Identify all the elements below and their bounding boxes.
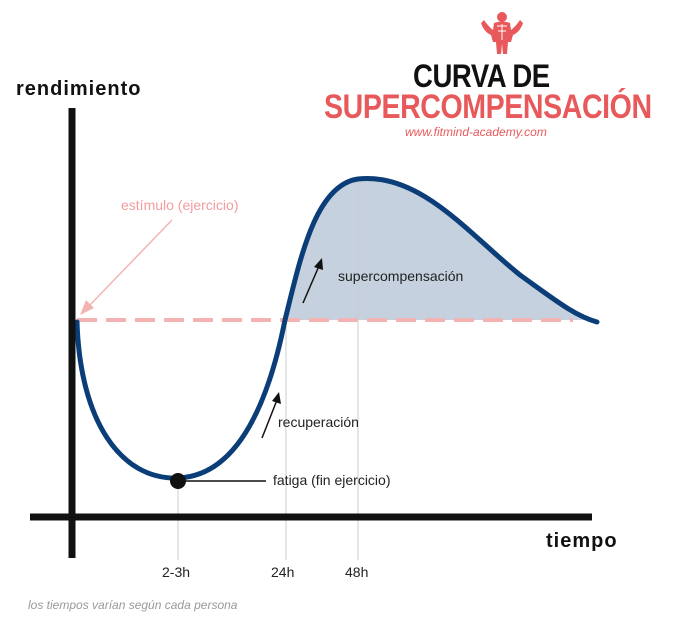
- x-tick-label: 48h: [345, 564, 369, 580]
- website-label: www.fitmind-academy.com: [405, 125, 547, 139]
- supercompensation-arrow: [302, 265, 320, 304]
- title-line-1: CURVA DE: [413, 58, 550, 94]
- performance-curve: [74, 176, 600, 481]
- supercompensation-arrowhead: [314, 258, 323, 270]
- supercompensation-area: [285, 178, 597, 322]
- bodybuilder-logo-icon: [481, 12, 523, 54]
- footnote: los tiempos varían según cada persona: [28, 598, 238, 612]
- stimulus-arrow: [87, 219, 173, 308]
- stimulus-arrowhead: [80, 300, 94, 315]
- stimulus-label: estímulo (ejercicio): [121, 197, 239, 213]
- recovery-label: recuperación: [278, 414, 359, 430]
- x-tick-label: 24h: [271, 564, 295, 580]
- fatigue-label: fatiga (fin ejercicio): [273, 472, 391, 488]
- y-axis-label: rendimiento: [16, 78, 142, 100]
- x-tick-label: 2-3h: [162, 564, 191, 580]
- supercompensation-label: supercompensación: [338, 268, 464, 284]
- recovery-arrowhead: [272, 392, 281, 404]
- recovery-arrow: [261, 399, 278, 439]
- title-line-2: SUPERCOMPENSACIÓN: [324, 88, 652, 126]
- x-axis-label: tiempo: [546, 530, 618, 552]
